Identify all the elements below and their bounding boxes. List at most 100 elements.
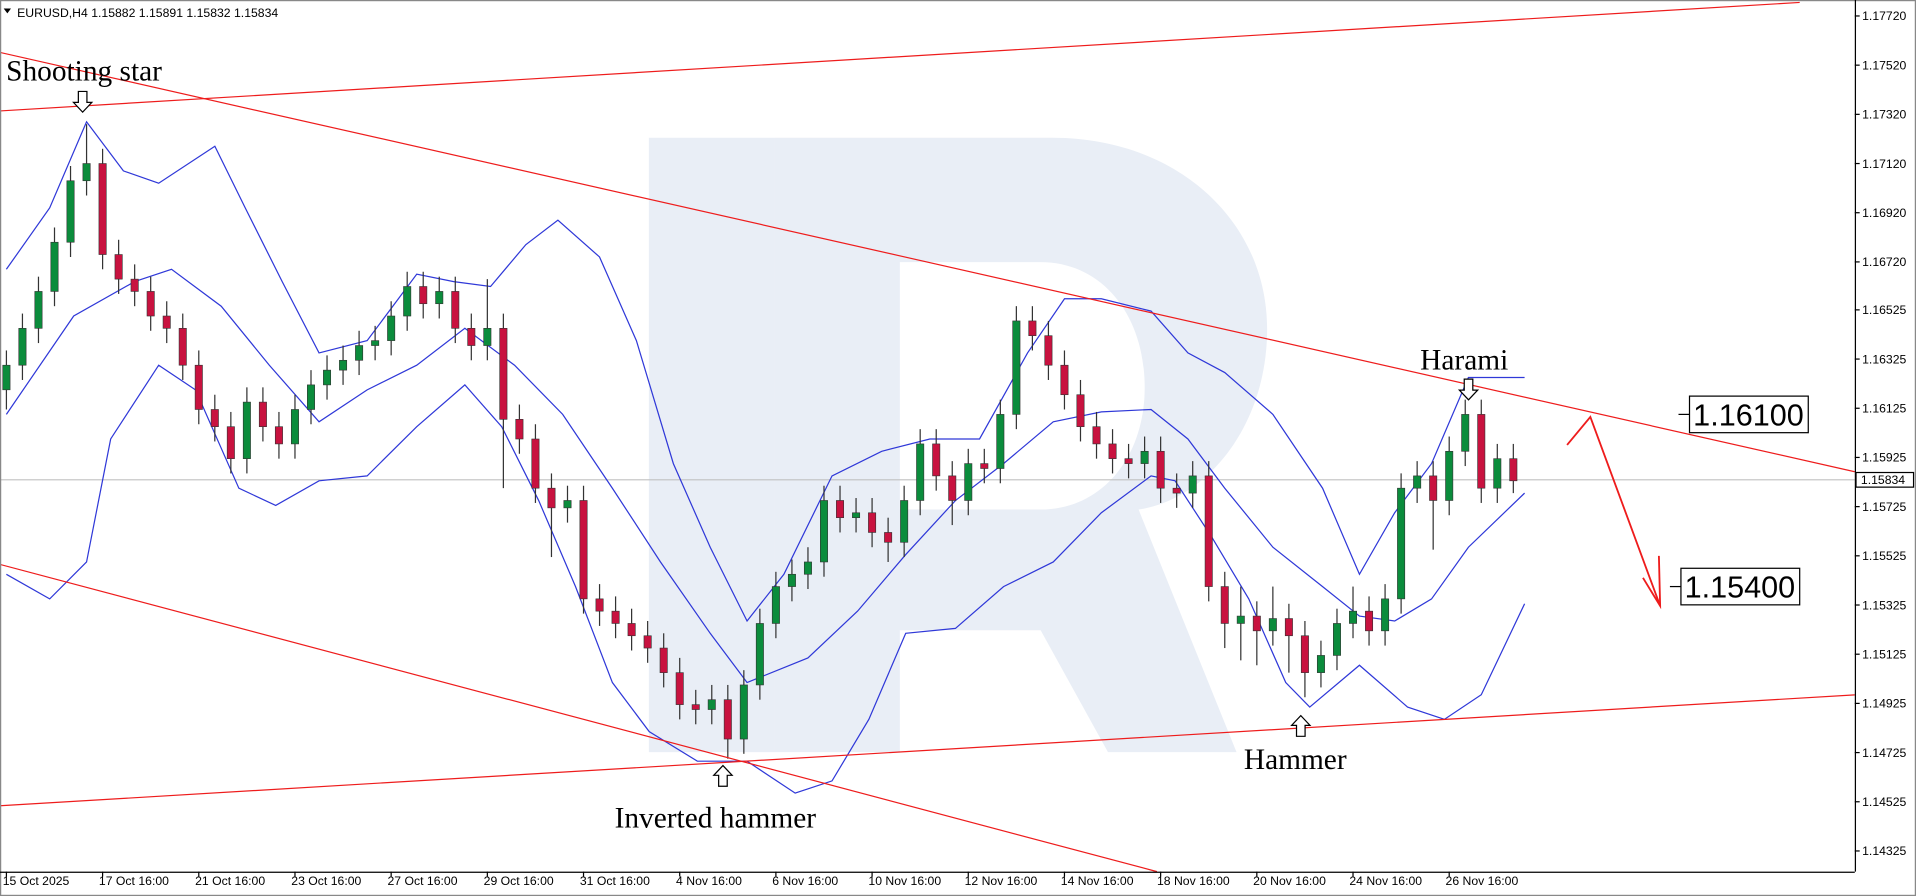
candle-body (50, 241, 59, 292)
candle-body (1381, 598, 1390, 632)
candle-body (419, 286, 428, 305)
candle-body (1397, 487, 1406, 600)
y-tick-label: 1.17120 (1862, 157, 1906, 171)
candle-body (194, 364, 203, 410)
candle-body (82, 163, 91, 182)
candle-body (739, 684, 748, 740)
candle-body (916, 443, 925, 501)
chart-title: EURUSD,H4 1.15882 1.15891 1.15832 1.1583… (17, 6, 278, 20)
candle-body (162, 315, 171, 329)
candle-body (1092, 426, 1101, 445)
y-tick-label: 1.16125 (1862, 402, 1906, 416)
forecast-arrow (1566, 415, 1661, 607)
watermark-bowl (774, 137, 1268, 753)
bollinger-middle (5, 268, 1526, 684)
candle-body (274, 426, 283, 445)
up-arrow (1290, 714, 1312, 737)
candle-body (836, 500, 845, 519)
x-tick-label: 10 Nov 16:00 (868, 874, 941, 888)
x-tick-label: 15 Oct 2025 (3, 874, 70, 888)
candle-body (258, 401, 267, 428)
x-tick-label: 23 Oct 16:00 (291, 874, 361, 888)
trendline (0, 563, 1158, 873)
y-tick-label: 1.14725 (1862, 746, 1906, 760)
pattern-arrows (72, 90, 1480, 787)
x-tick-label: 27 Oct 16:00 (387, 874, 457, 888)
candle-body (531, 438, 540, 489)
candle-body (403, 286, 412, 317)
candle-body (483, 328, 492, 346)
candle-body (242, 401, 251, 459)
candle-body (803, 561, 812, 575)
watermark (648, 137, 1268, 753)
candle-body (579, 500, 588, 600)
candle-body (1493, 458, 1502, 489)
down-arrow (72, 90, 94, 114)
annotation: Inverted hammer (615, 803, 817, 835)
candle-body (499, 328, 508, 420)
candle-body (1204, 475, 1213, 587)
trendline (0, 1, 1800, 112)
candle-body (515, 419, 524, 440)
candle-body (1509, 458, 1518, 482)
candle-body (2, 364, 11, 391)
candle-body (371, 340, 380, 346)
x-tick-label: 6 Nov 16:00 (772, 874, 838, 888)
bollinger-lower (6, 364, 1526, 794)
menu-triangle (3, 8, 12, 14)
x-tick-label: 14 Nov 16:00 (1061, 874, 1134, 888)
candle-body (948, 475, 957, 501)
candle-body (226, 426, 235, 459)
y-tick-label: 1.14325 (1862, 844, 1906, 858)
x-tick-label: 29 Oct 16:00 (484, 874, 554, 888)
level-label: 1.16100 (1693, 398, 1804, 432)
x-tick-label: 18 Nov 16:00 (1157, 874, 1230, 888)
candle-body (1060, 364, 1069, 396)
candle-body (1012, 320, 1021, 415)
y-tick-label: 1.17520 (1862, 58, 1906, 72)
candle-body (146, 291, 155, 317)
candle-body (1445, 450, 1454, 501)
trendlines (0, 1, 1855, 873)
x-tick-label: 26 Nov 16:00 (1446, 874, 1519, 888)
candle-body (643, 635, 652, 649)
candle-body (1333, 623, 1341, 656)
candle-body (595, 598, 604, 612)
candle-body (130, 278, 139, 292)
x-tick-label: 31 Oct 16:00 (580, 874, 650, 888)
candle-body (1140, 450, 1149, 464)
y-tick-label: 1.16325 (1862, 352, 1906, 366)
candle-body (964, 463, 973, 501)
y-tick-label: 1.16525 (1862, 303, 1906, 317)
y-tick-label: 1.16720 (1862, 255, 1906, 269)
candle-body (547, 487, 556, 509)
candle-body (980, 463, 989, 469)
candle-body (1284, 618, 1293, 637)
candle-body (114, 254, 123, 280)
y-tick-label: 1.14925 (1862, 697, 1906, 711)
candle-body (355, 345, 364, 361)
annotation: Hammer (1244, 744, 1347, 776)
candle-body (852, 512, 861, 519)
candle-body (627, 623, 636, 637)
plot-area (0, 120, 1855, 794)
candle-body (659, 647, 668, 673)
candle-body (1300, 635, 1309, 673)
x-tick-label: 4 Nov 16:00 (676, 874, 742, 888)
candle-body (178, 328, 187, 366)
candle-body (1188, 475, 1197, 494)
forecast-arrowhead (1642, 555, 1662, 610)
candle-body (98, 163, 107, 255)
candle-body (290, 409, 299, 445)
x-tick-label: 20 Nov 16:00 (1253, 874, 1326, 888)
candle-body (1429, 475, 1438, 501)
y-tick-label: 1.15725 (1862, 500, 1906, 514)
candle-body (707, 699, 716, 710)
candle-body (451, 291, 460, 329)
y-tick-label: 1.15325 (1862, 598, 1906, 612)
candle-body (868, 512, 877, 533)
candle-body (820, 500, 828, 563)
y-tick-label: 1.17320 (1862, 108, 1906, 122)
